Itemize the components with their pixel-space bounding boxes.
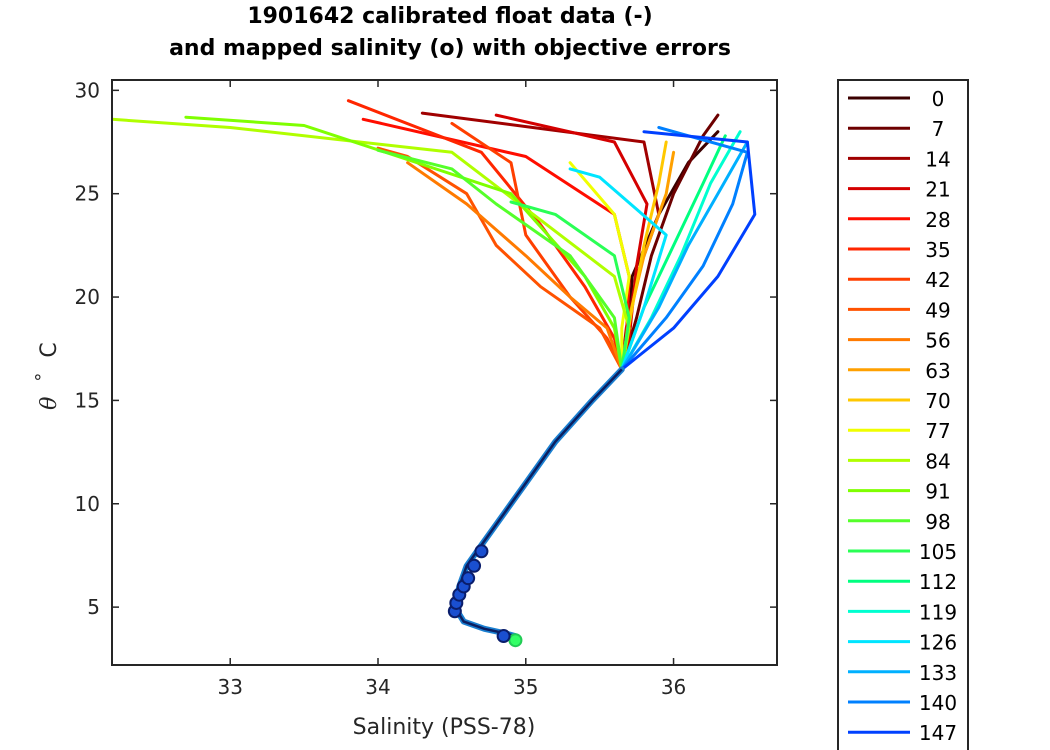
series-line-35 <box>346 99 624 371</box>
svg-text:θ ° C: θ ° C <box>29 342 62 410</box>
x-tick-label: 34 <box>365 675 390 699</box>
legend-label-7: 7 <box>932 117 945 141</box>
legend-label-70: 70 <box>925 389 950 413</box>
x-tick-label: 36 <box>661 675 686 699</box>
y-tick-label: 5 <box>87 595 100 619</box>
legend-label-56: 56 <box>925 329 950 353</box>
series-line-77 <box>568 161 631 371</box>
legend-label-42: 42 <box>925 268 950 292</box>
y-axis-label-symbol: θ <box>37 397 62 410</box>
x-tick-label: 33 <box>217 675 242 699</box>
series-line-147 <box>620 130 757 371</box>
legend-label-98: 98 <box>925 510 950 534</box>
y-tick-label: 25 <box>75 182 100 206</box>
y-tick-label: 15 <box>75 388 100 412</box>
legend-label-77: 77 <box>925 419 950 443</box>
legend-label-0: 0 <box>932 87 945 111</box>
y-tick-label: 20 <box>75 285 100 309</box>
series-line-98 <box>376 148 624 371</box>
deep-curve-line <box>453 368 623 638</box>
legend-label-84: 84 <box>925 449 950 473</box>
x-axis-label: Salinity (PSS-78) <box>353 715 536 740</box>
mapped-point <box>474 544 489 559</box>
chart-title-line-1: 1901642 calibrated float data (-) <box>247 4 653 29</box>
legend-label-112: 112 <box>919 570 957 594</box>
series-line-126 <box>568 167 668 371</box>
legend-label-63: 63 <box>925 359 950 383</box>
legend: 0 7 14 21 28 35 42 49 56 63 70 77 84 91 98 105 112 119 126… <box>837 79 969 750</box>
axes: 33 34 35 36 5 10 15 20 25 30 <box>75 78 778 699</box>
x-tick-label: 35 <box>513 675 538 699</box>
series-line-7 <box>620 113 720 371</box>
series-line-42 <box>450 121 624 371</box>
legend-label-21: 21 <box>925 178 950 202</box>
legend-label-28: 28 <box>925 208 950 232</box>
series-line-56 <box>406 161 624 371</box>
y-tick-label: 10 <box>75 492 100 516</box>
series-line-140 <box>620 126 749 371</box>
y-axis-label-unit: C <box>37 342 62 357</box>
mapped-point <box>467 558 482 573</box>
legend-label-91: 91 <box>925 480 950 504</box>
legend-label-35: 35 <box>925 238 950 262</box>
legend-label-119: 119 <box>919 600 957 624</box>
series-line-14 <box>420 111 661 371</box>
legend-label-49: 49 <box>925 298 950 322</box>
legend-label-14: 14 <box>925 147 950 171</box>
series-line-105 <box>509 200 631 371</box>
deep-curve-outline <box>451 366 625 640</box>
legend-label-147: 147 <box>919 721 957 745</box>
y-tick-label: 30 <box>75 78 100 102</box>
legend-label-140: 140 <box>919 691 957 715</box>
legend-label-126: 126 <box>919 631 957 655</box>
series-line-21 <box>494 113 649 371</box>
series-line-133 <box>620 140 749 371</box>
y-axis-label-degree: ° <box>32 373 53 382</box>
legend-label-105: 105 <box>919 540 957 564</box>
y-axis-label: θ ° C <box>29 342 62 410</box>
legend-box <box>837 79 969 750</box>
axes-box <box>111 79 778 666</box>
mapped-point <box>508 633 523 648</box>
mapped-point <box>496 629 511 644</box>
plot-area <box>112 99 757 648</box>
chart-title-line-2: and mapped salinity (o) with objective e… <box>169 36 731 61</box>
mapped-point <box>461 571 476 586</box>
legend-label-133: 133 <box>919 661 957 685</box>
